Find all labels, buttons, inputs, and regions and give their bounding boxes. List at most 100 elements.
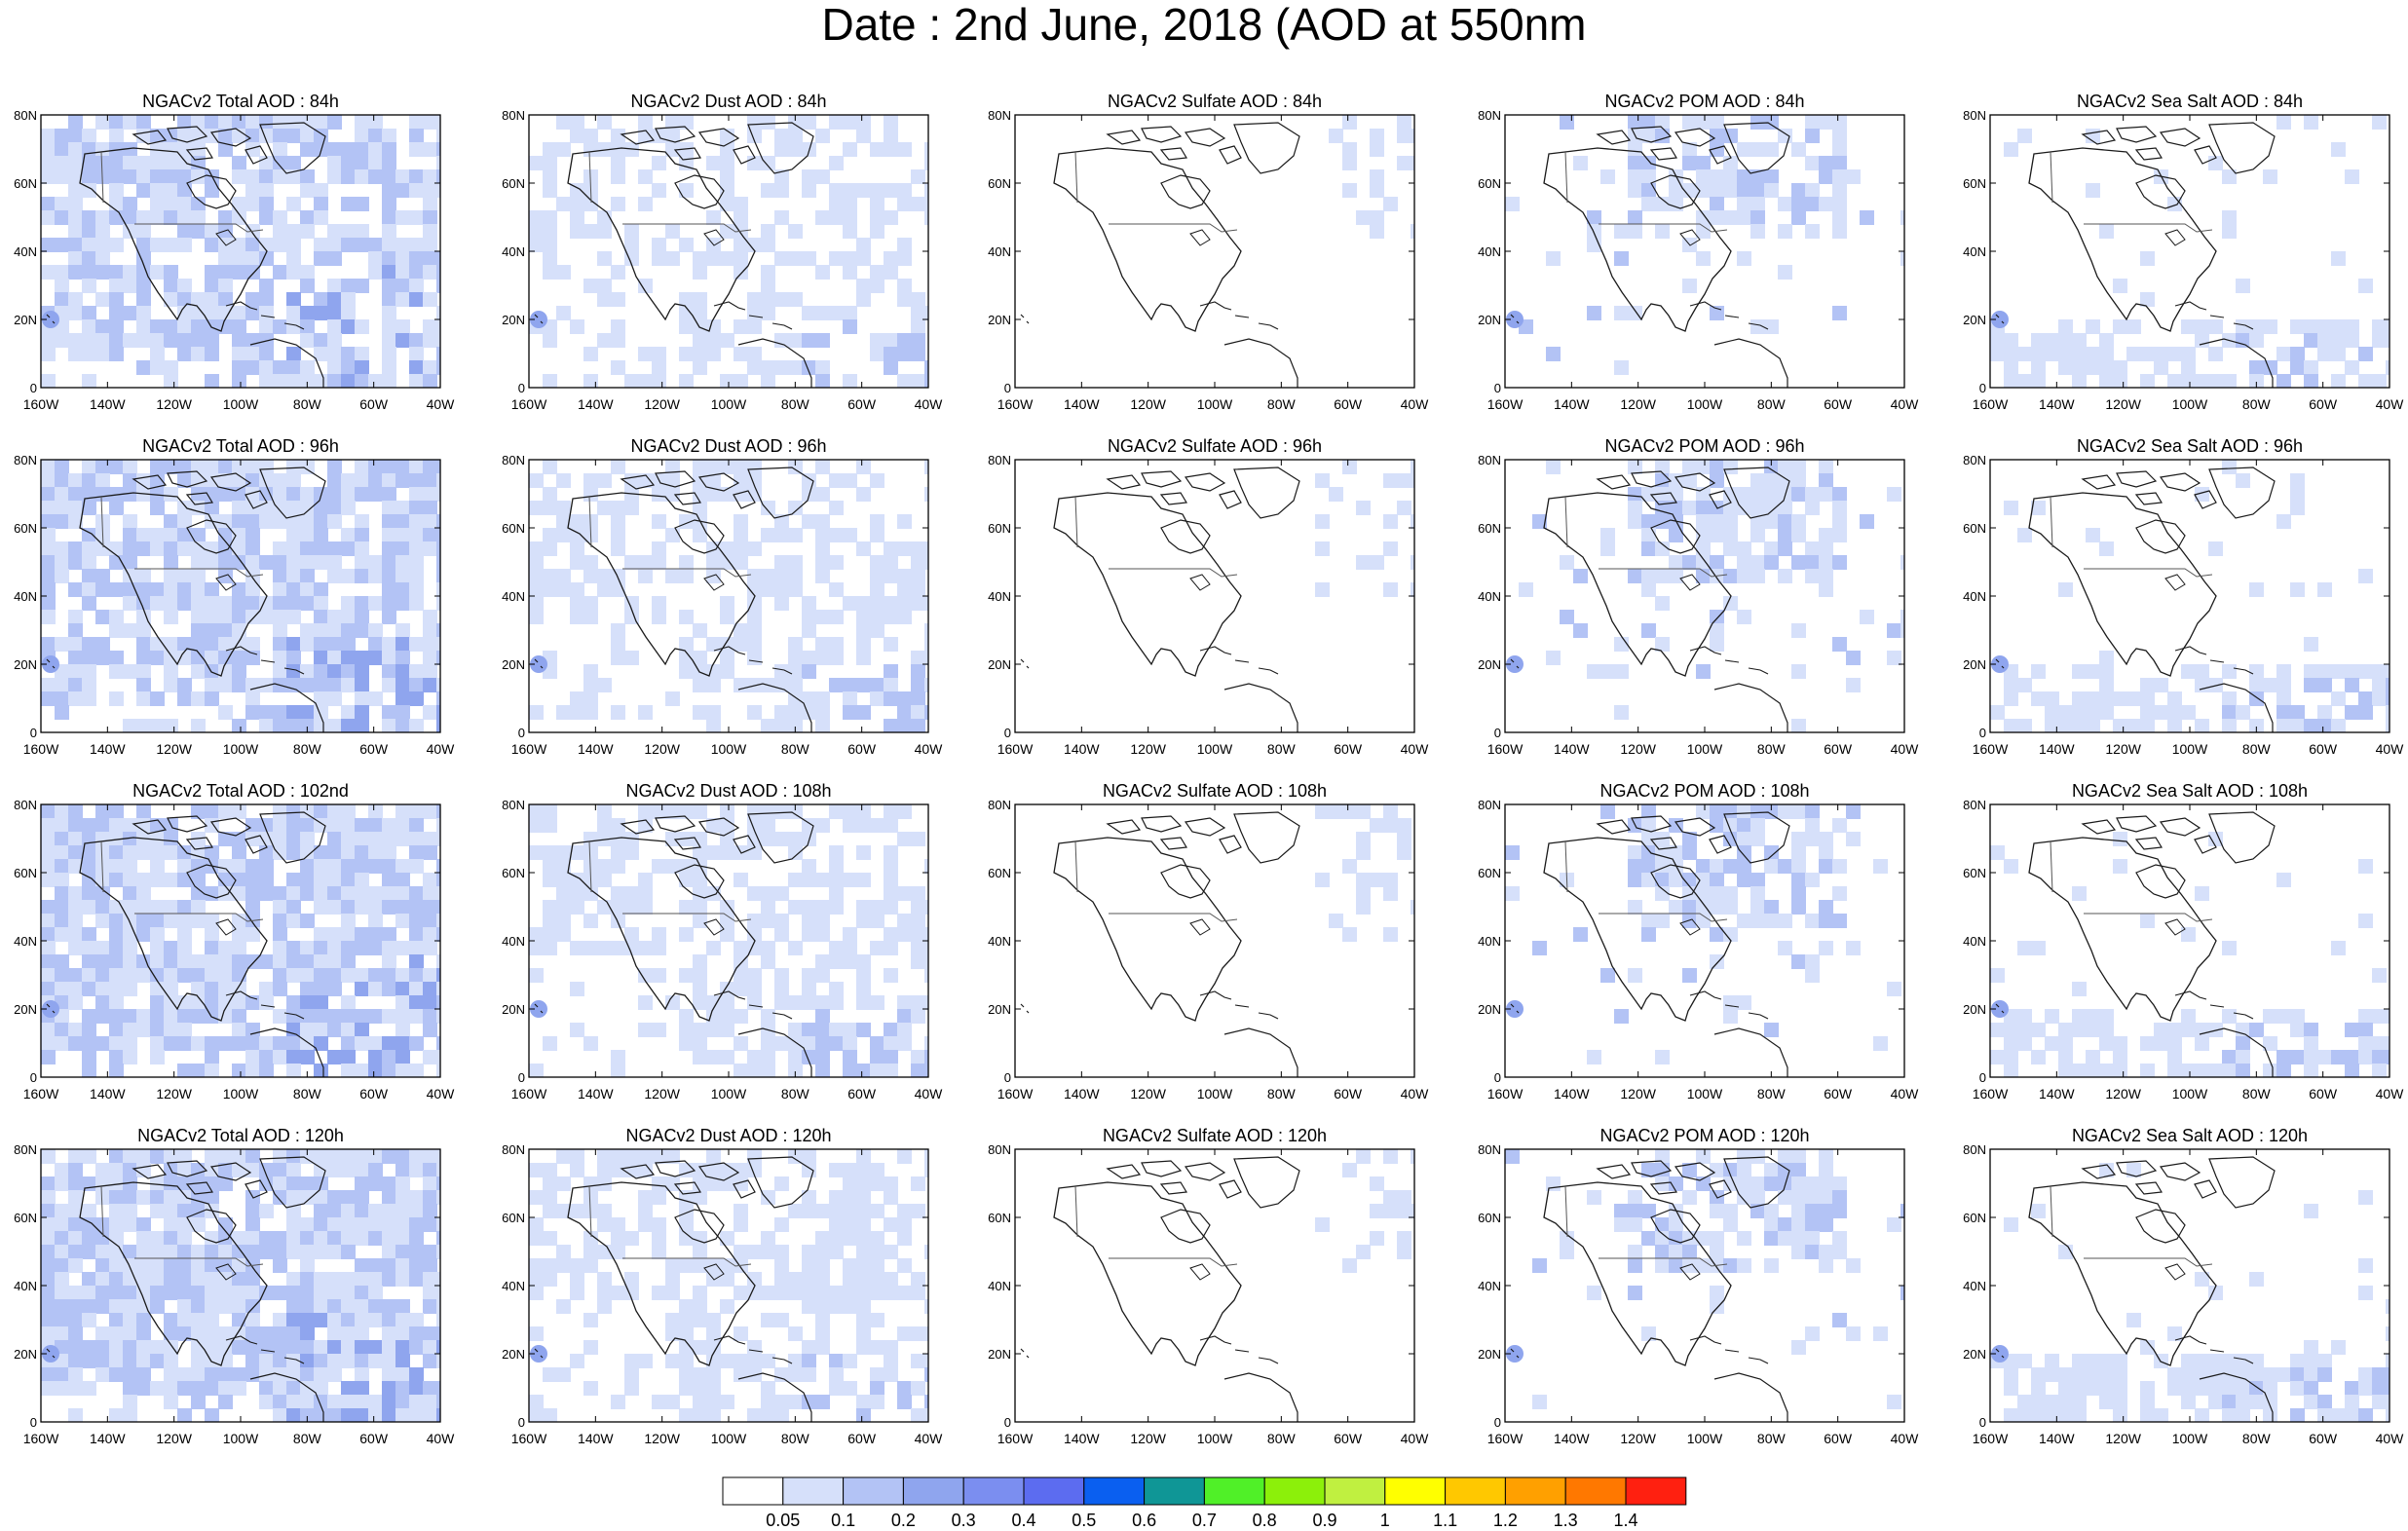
aod-field xyxy=(1020,1149,1414,1422)
aod-cell xyxy=(679,664,694,679)
aod-cell xyxy=(286,1286,301,1300)
aod-cell xyxy=(205,610,219,624)
aod-cell xyxy=(164,541,178,556)
aod-cell xyxy=(2236,1395,2250,1409)
aod-cell xyxy=(2004,691,2018,706)
aod-cell xyxy=(638,1217,653,1232)
aod-cell xyxy=(2263,1036,2277,1051)
aod-cell xyxy=(150,1245,165,1259)
aod-cell xyxy=(232,460,246,474)
aod-cell xyxy=(1723,1217,1738,1232)
aod-cell xyxy=(638,1354,653,1368)
aod-cell xyxy=(884,183,898,198)
lon-tick-label: 80W xyxy=(2242,396,2272,412)
aod-cell xyxy=(218,637,233,652)
aod-cell xyxy=(720,541,734,556)
aod-cell xyxy=(843,1381,857,1396)
aod-cell xyxy=(2222,1354,2237,1368)
aod-cell xyxy=(570,845,584,860)
aod-cell xyxy=(382,719,396,732)
aod-cell xyxy=(2290,705,2305,720)
aod-cell xyxy=(300,1313,315,1327)
lon-tick-label: 80W xyxy=(781,1086,810,1102)
aod-cell xyxy=(1887,1217,1901,1232)
aod-cell xyxy=(1628,224,1642,239)
aod-cell xyxy=(2086,1009,2100,1024)
aod-cell xyxy=(82,183,96,198)
aod-cell xyxy=(191,487,206,502)
lon-tick-label: 120W xyxy=(644,741,680,757)
aod-cell xyxy=(205,995,219,1010)
aod-cell xyxy=(815,1023,830,1037)
aod-cell xyxy=(788,1064,803,1077)
aod-cell xyxy=(177,1286,192,1300)
aod-cell xyxy=(109,582,124,597)
aod-cell xyxy=(136,292,151,307)
aod-cell xyxy=(1900,251,1904,266)
aod-cell xyxy=(747,610,762,624)
aod-cell xyxy=(2276,691,2291,706)
aod-cell xyxy=(2140,1340,2155,1355)
aod-cell xyxy=(341,637,356,652)
aod-cell xyxy=(300,1231,315,1246)
aod-cell xyxy=(382,1367,396,1382)
aod-cell xyxy=(368,1286,383,1300)
aod-cell xyxy=(1710,1245,1724,1259)
lon-tick-label: 160W xyxy=(1487,1431,1524,1446)
aod-cell xyxy=(1900,210,1904,225)
aod-cell xyxy=(720,1258,734,1273)
aod-cell xyxy=(314,1354,328,1368)
aod-cell xyxy=(205,1408,219,1422)
aod-cell xyxy=(2181,374,2196,388)
aod-cell xyxy=(1710,460,1724,474)
aod-cell xyxy=(382,1381,396,1396)
lon-tick-label: 80W xyxy=(2242,1431,2272,1446)
aod-cell xyxy=(218,678,233,692)
aod-cell xyxy=(897,569,912,583)
aod-cell xyxy=(829,582,844,597)
lat-tick-label: 60N xyxy=(1963,866,1986,880)
lon-tick-label: 40W xyxy=(2376,1086,2405,1102)
aod-cell xyxy=(191,1340,206,1355)
aod-cell xyxy=(300,333,315,348)
aod-cell xyxy=(327,238,342,252)
aod-cell xyxy=(1750,224,1765,239)
aod-cell xyxy=(2386,678,2389,692)
aod-cell xyxy=(2126,347,2141,361)
aod-cell xyxy=(286,238,301,252)
aod-cell xyxy=(1778,265,1792,280)
aod-cell xyxy=(1791,954,1806,969)
aod-cell xyxy=(395,251,410,266)
aod-cell xyxy=(245,1204,260,1218)
panel-title: NGACv2 Sea Salt AOD : 96h xyxy=(2077,436,2303,456)
hawaii-plume xyxy=(1991,311,2009,328)
aod-cell xyxy=(2317,1050,2332,1064)
aod-cell xyxy=(774,914,789,928)
aod-cell xyxy=(409,374,424,388)
aod-cell xyxy=(436,651,440,665)
aod-cell xyxy=(1383,804,1398,819)
aod-cell xyxy=(300,501,315,515)
aod-cell xyxy=(355,873,369,887)
lat-tick-label: 0 xyxy=(1004,1070,1011,1085)
aod-cell xyxy=(802,1367,816,1382)
aod-cell xyxy=(924,1064,928,1077)
aod-cell xyxy=(1750,487,1765,502)
aod-cell xyxy=(1819,1176,1833,1191)
aod-cell xyxy=(1573,569,1588,583)
aod-cell xyxy=(583,1258,598,1273)
aod-cell xyxy=(2113,832,2127,846)
aod-cell xyxy=(734,1245,748,1259)
aod-cell xyxy=(109,941,124,955)
aod-cell xyxy=(245,1050,260,1064)
aod-cell xyxy=(368,142,383,157)
aod-cell xyxy=(583,705,598,720)
aod-cell xyxy=(802,873,816,887)
aod-cell xyxy=(1587,210,1601,225)
aod-cell xyxy=(68,804,83,819)
aod-cell xyxy=(2181,347,2196,361)
aod-cell xyxy=(123,1395,137,1409)
lat-tick-label: 60N xyxy=(988,521,1011,536)
aod-cell xyxy=(1723,460,1738,474)
